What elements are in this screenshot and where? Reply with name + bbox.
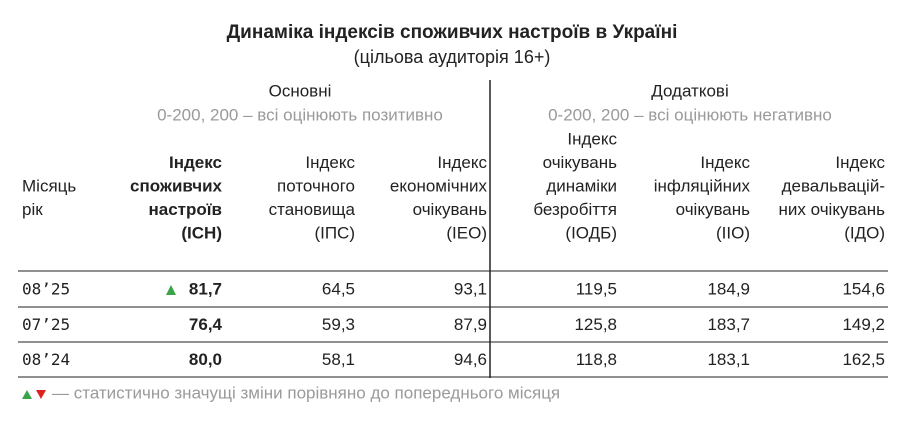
column-header: економічних (390, 176, 488, 195)
value-cell: 162,5 (842, 350, 885, 369)
column-header: девальвацій- (782, 176, 885, 195)
group-label: Основні (269, 81, 332, 100)
column-header: (ІІО) (716, 223, 750, 242)
column-header: Індекс (305, 153, 355, 172)
column-header: них очікувань (779, 200, 886, 219)
column-header: очікувань (543, 153, 618, 172)
column-header: настроїв (148, 200, 222, 219)
column-header: очікувань (676, 200, 751, 219)
value-cell: 154,6 (842, 279, 885, 298)
column-header: Місяць (22, 176, 76, 195)
value-cell: 183,1 (707, 350, 750, 369)
month-cell: 08’24 (22, 350, 70, 369)
value-cell: 118,8 (576, 350, 617, 369)
column-header: (ІСН) (181, 223, 222, 242)
legend-note: — статистично значущі зміни порівняно до… (52, 383, 560, 402)
group-label: Додаткові (651, 81, 728, 100)
column-header: динаміки (546, 176, 617, 195)
column-header: (ІДО) (844, 223, 885, 242)
column-header: безробіття (533, 200, 617, 219)
value-cell: 81,7 (189, 279, 222, 298)
legend-down-icon (36, 390, 46, 399)
column-header: поточного (277, 176, 355, 195)
value-cell: 58,1 (322, 350, 355, 369)
value-cell: 80,0 (189, 350, 222, 369)
column-header: інфляційних (654, 176, 751, 195)
column-header: Індекс (437, 153, 487, 172)
column-header: очікувань (413, 200, 488, 219)
group-scale: 0-200, 200 – всі оцінюють позитивно (157, 105, 443, 124)
value-cell: 87,9 (454, 315, 487, 334)
value-cell: 76,4 (189, 315, 223, 334)
column-header: Індекс (700, 153, 750, 172)
value-cell: 183,7 (707, 315, 750, 334)
column-header: становища (269, 200, 356, 219)
value-cell: 149,2 (842, 315, 885, 334)
value-cell: 119,5 (576, 279, 617, 298)
value-cell: 125,8 (574, 315, 617, 334)
column-header: рік (22, 200, 43, 219)
column-header: споживчих (130, 176, 223, 195)
value-cell: 94,6 (454, 350, 487, 369)
column-header: (ІОДБ) (565, 223, 617, 242)
title: Динаміка індексів споживчих настроїв в У… (227, 22, 678, 43)
value-cell: 64,5 (322, 279, 355, 298)
column-header: Індекс (169, 153, 222, 172)
value-cell: 184,9 (707, 279, 750, 298)
month-cell: 08’25 (22, 280, 70, 299)
column-header: (ІПС) (314, 223, 355, 242)
subtitle: (цільова аудиторія 16+) (354, 47, 551, 67)
column-header: Індекс (567, 129, 617, 148)
column-header: Індекс (835, 153, 885, 172)
column-header: (ІЕО) (446, 223, 487, 242)
legend-up-icon (22, 390, 32, 399)
trend-marker (166, 285, 176, 295)
value-cell: 59,3 (322, 315, 355, 334)
group-scale: 0-200, 200 – всі оцінюють негативно (548, 105, 832, 124)
value-cell: 93,1 (454, 279, 487, 298)
month-cell: 07’25 (22, 315, 70, 334)
